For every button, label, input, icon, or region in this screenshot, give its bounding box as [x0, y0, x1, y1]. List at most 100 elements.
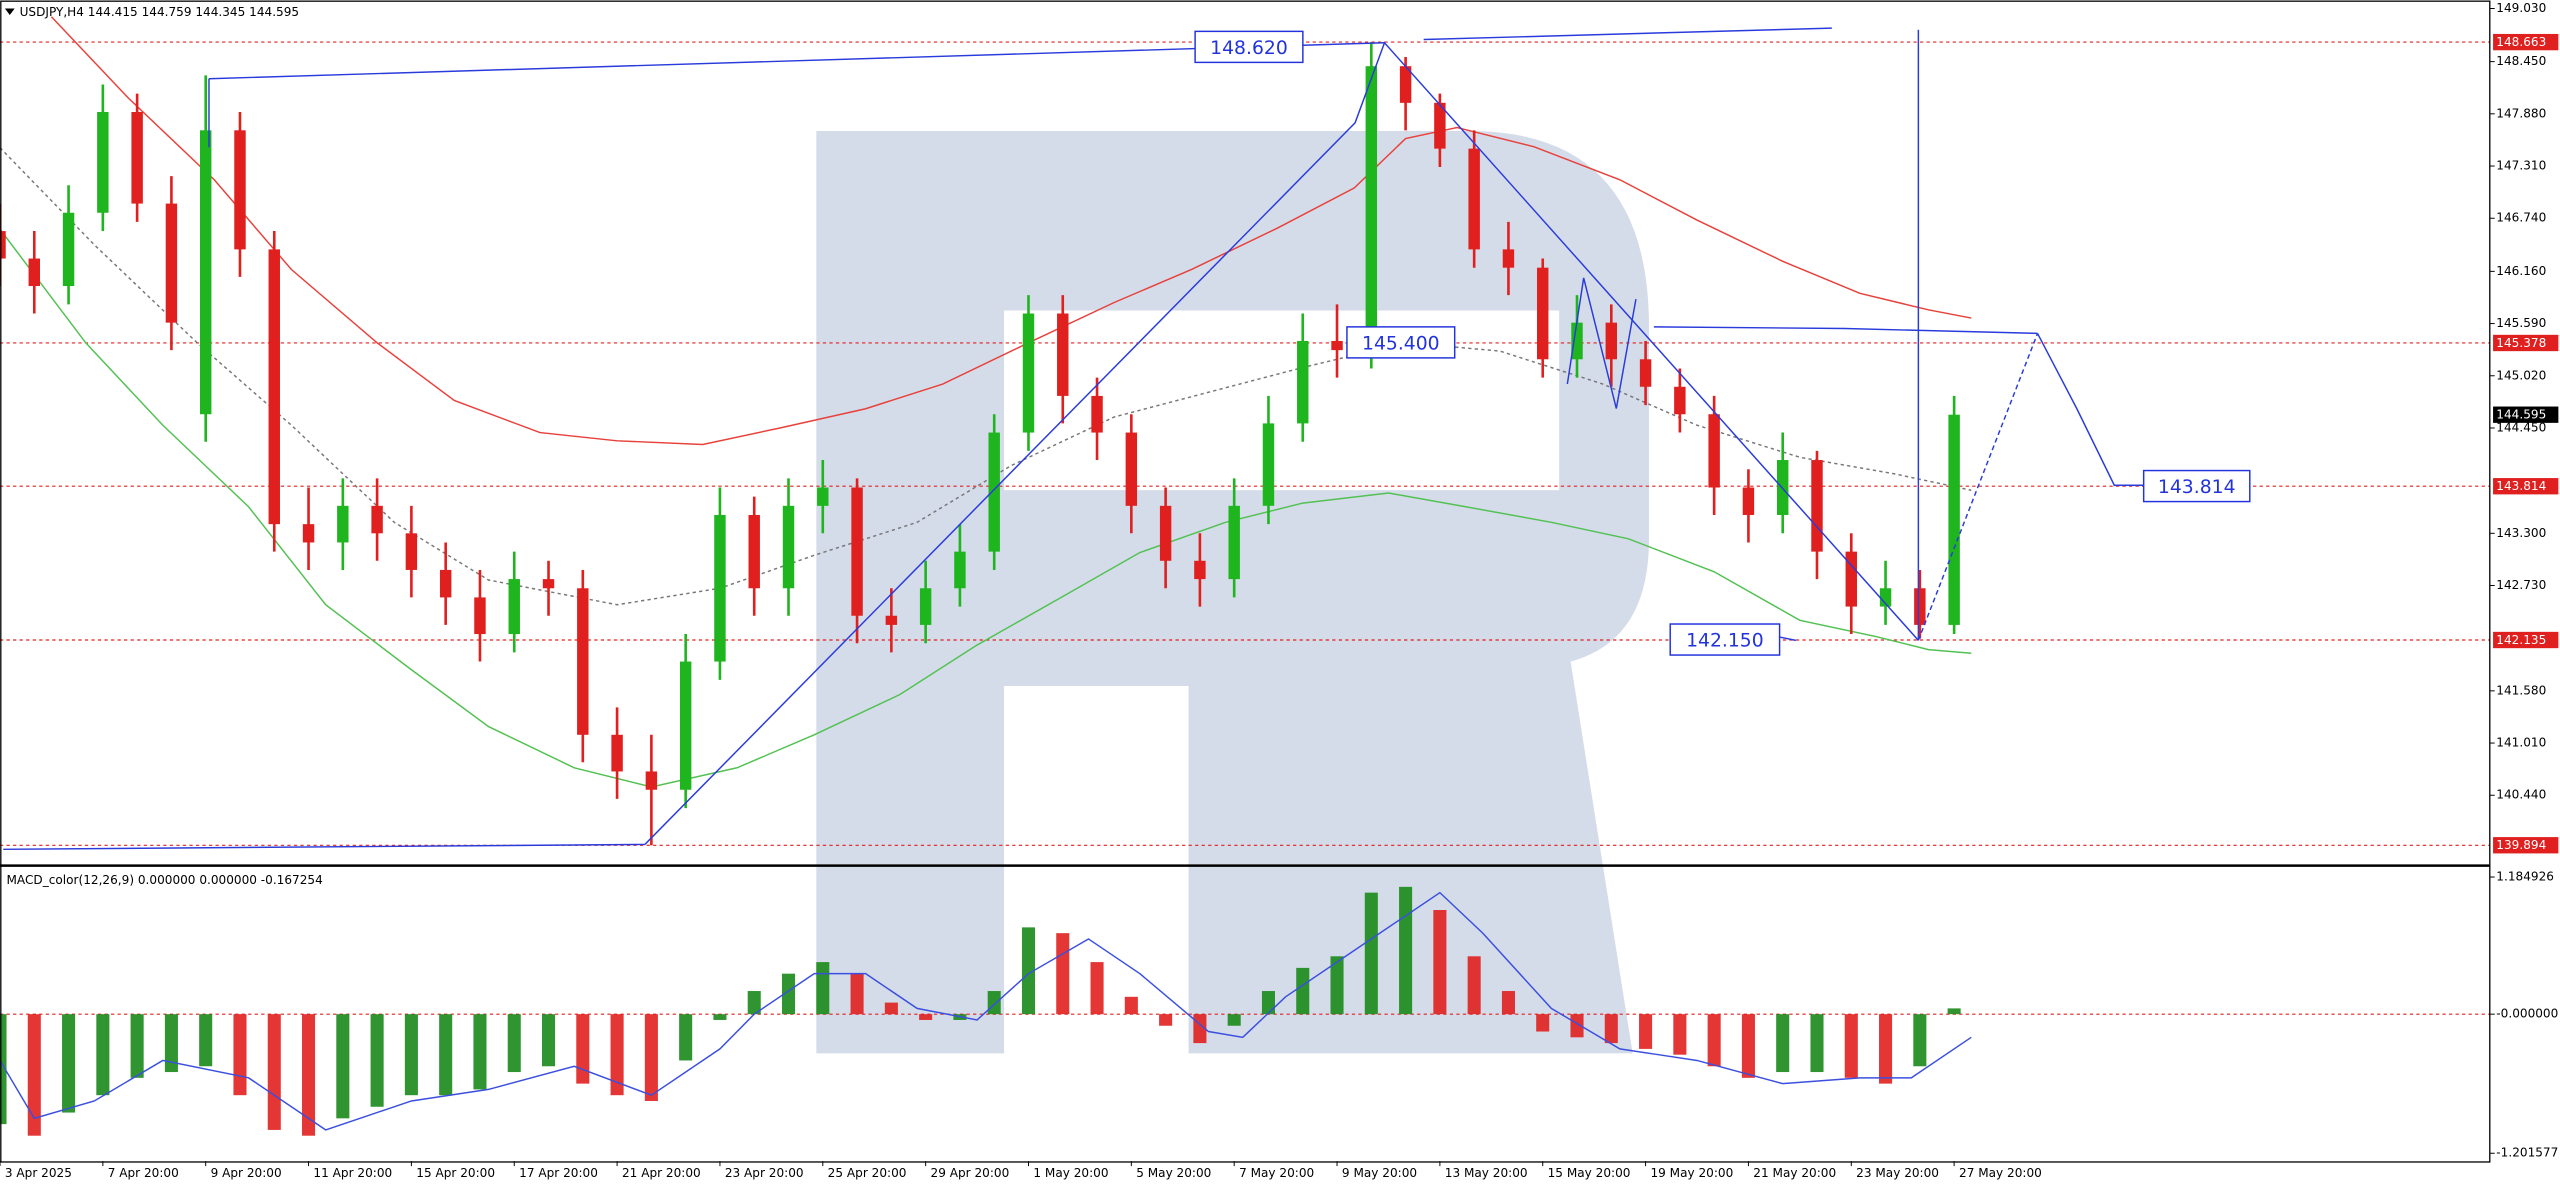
- candle-body: [851, 487, 863, 616]
- y-tick-label: 148.450: [2496, 54, 2546, 68]
- candle-body: [302, 524, 315, 543]
- y-tick-label: 144.450: [2496, 420, 2546, 434]
- y-tick-label: 142.730: [2496, 578, 2546, 592]
- price-panel: 149.030 148.450 147.880 147.310 146.740 146.1…: [0, 1, 2559, 854]
- histogram-bar: [1090, 962, 1104, 1015]
- x-tick-label: 9 Apr 20:00: [211, 1166, 282, 1180]
- histogram-bar: [1399, 886, 1413, 1015]
- histogram-bar: [267, 1014, 281, 1130]
- x-tick-label: 27 May 20:00: [1959, 1166, 2042, 1180]
- candle-body: [1125, 432, 1138, 506]
- candle-body: [645, 771, 658, 790]
- x-tick-label: 29 Apr 20:00: [931, 1166, 1010, 1180]
- candle-body: [234, 130, 246, 250]
- candle-body: [62, 212, 75, 287]
- watermark-logo: [816, 130, 1649, 1054]
- candle-body: [268, 249, 280, 525]
- histogram-bar: [1501, 991, 1515, 1015]
- candle-body: [1228, 505, 1240, 580]
- histogram-bar: [1844, 1014, 1858, 1078]
- candle-body: [748, 514, 760, 589]
- candle-body: [0, 231, 6, 259]
- annotation-box: [1194, 30, 1304, 64]
- histogram-bar: [747, 991, 761, 1015]
- y-tick-label: 145.020: [2496, 368, 2546, 382]
- histogram-bar: [473, 1014, 487, 1090]
- level-label-box: [2493, 334, 2559, 352]
- candle-body: [371, 505, 383, 534]
- candle-body: [1879, 588, 1892, 607]
- candle-body: [474, 597, 486, 635]
- level-label: 145.378: [2496, 336, 2546, 350]
- histogram-bar: [302, 1014, 316, 1136]
- histogram-bar: [1364, 892, 1378, 1015]
- candle-body: [1365, 66, 1378, 351]
- x-tick-label: 17 Apr 20:00: [519, 1166, 598, 1180]
- candle-body: [1811, 460, 1823, 552]
- candle-body: [97, 111, 109, 213]
- x-tick-label: 15 May 20:00: [1548, 1166, 1631, 1180]
- candle-body: [611, 734, 623, 772]
- annotation-label: 143.814: [2158, 477, 2236, 498]
- y-tick-label: 149.030: [2496, 1, 2546, 15]
- level-label-box: [2493, 33, 2559, 51]
- level-label-box: [2493, 478, 2559, 495]
- histogram-bar: [987, 991, 1001, 1015]
- candle-body: [1262, 423, 1275, 506]
- x-tick-label: 5 May 20:00: [1136, 1166, 1211, 1180]
- candle-body: [1331, 340, 1343, 351]
- y-tick-label: -1.201577: [2496, 1146, 2558, 1160]
- histogram-bar: [439, 1014, 453, 1096]
- candle-body: [954, 551, 966, 589]
- histogram-bar: [1021, 927, 1036, 1015]
- y-tick-label: 146.160: [2496, 264, 2546, 278]
- histogram-bar: [0, 1014, 7, 1125]
- histogram-bar: [1604, 1014, 1618, 1044]
- x-tick-label: 21 Apr 20:00: [622, 1166, 701, 1180]
- histogram-bar: [1673, 1014, 1687, 1055]
- y-tick-label: 141.010: [2496, 736, 2546, 750]
- histogram-bar: [62, 1014, 76, 1113]
- y-tick-label: 143.300: [2496, 526, 2546, 540]
- histogram-bar: [1159, 1014, 1173, 1026]
- candle-body: [1639, 359, 1652, 387]
- histogram-bar: [1467, 956, 1481, 1015]
- histogram-bar: [130, 1014, 144, 1078]
- y-tick-label: 147.310: [2496, 159, 2546, 173]
- label-line: [1779, 636, 1797, 642]
- x-tick-label: 19 May 20:00: [1650, 1166, 1733, 1180]
- candle-body: [28, 258, 40, 287]
- candle-body: [1845, 551, 1857, 607]
- y-tick-label: -0.000000: [2496, 1007, 2558, 1021]
- candle-body: [714, 514, 726, 662]
- candle-body: [1948, 414, 1960, 625]
- histogram-bar: [1879, 1014, 1893, 1084]
- x-tick-label: 9 May 20:00: [1342, 1166, 1417, 1180]
- candle-body: [1742, 487, 1755, 515]
- x-tick-label: 23 May 20:00: [1856, 1166, 1939, 1180]
- candle-body: [885, 615, 898, 625]
- moving-average: [50, 16, 1972, 446]
- candle-body: [337, 505, 349, 543]
- x-tick-label: 23 Apr 20:00: [725, 1166, 804, 1180]
- histogram-bar: [1261, 991, 1275, 1015]
- level-label-box: [2493, 837, 2559, 854]
- y-tick-label: 140.440: [2496, 788, 2546, 802]
- level-label: 139.894: [2496, 838, 2546, 852]
- histogram-bar: [713, 1014, 727, 1020]
- last-price-label: 144.595: [2496, 408, 2546, 422]
- histogram-bar: [850, 973, 864, 1015]
- histogram-bar: [233, 1014, 247, 1096]
- chart-title: USDJPY,H4 144.415 144.759 144.345 144.59…: [20, 5, 300, 19]
- histogram-bar: [1570, 1014, 1584, 1038]
- x-tick-label: 21 May 20:00: [1753, 1166, 1836, 1180]
- histogram-bar: [1330, 956, 1344, 1015]
- trend-line: [1423, 27, 1832, 41]
- frame: [0, 0, 2491, 1163]
- candle-body: [1399, 66, 1412, 103]
- forecast-line: [1917, 333, 2039, 641]
- level-label: 143.814: [2496, 479, 2546, 493]
- histogram-bar: [1639, 1014, 1653, 1049]
- candle-body: [1468, 148, 1480, 250]
- wave-line: [1566, 277, 1637, 409]
